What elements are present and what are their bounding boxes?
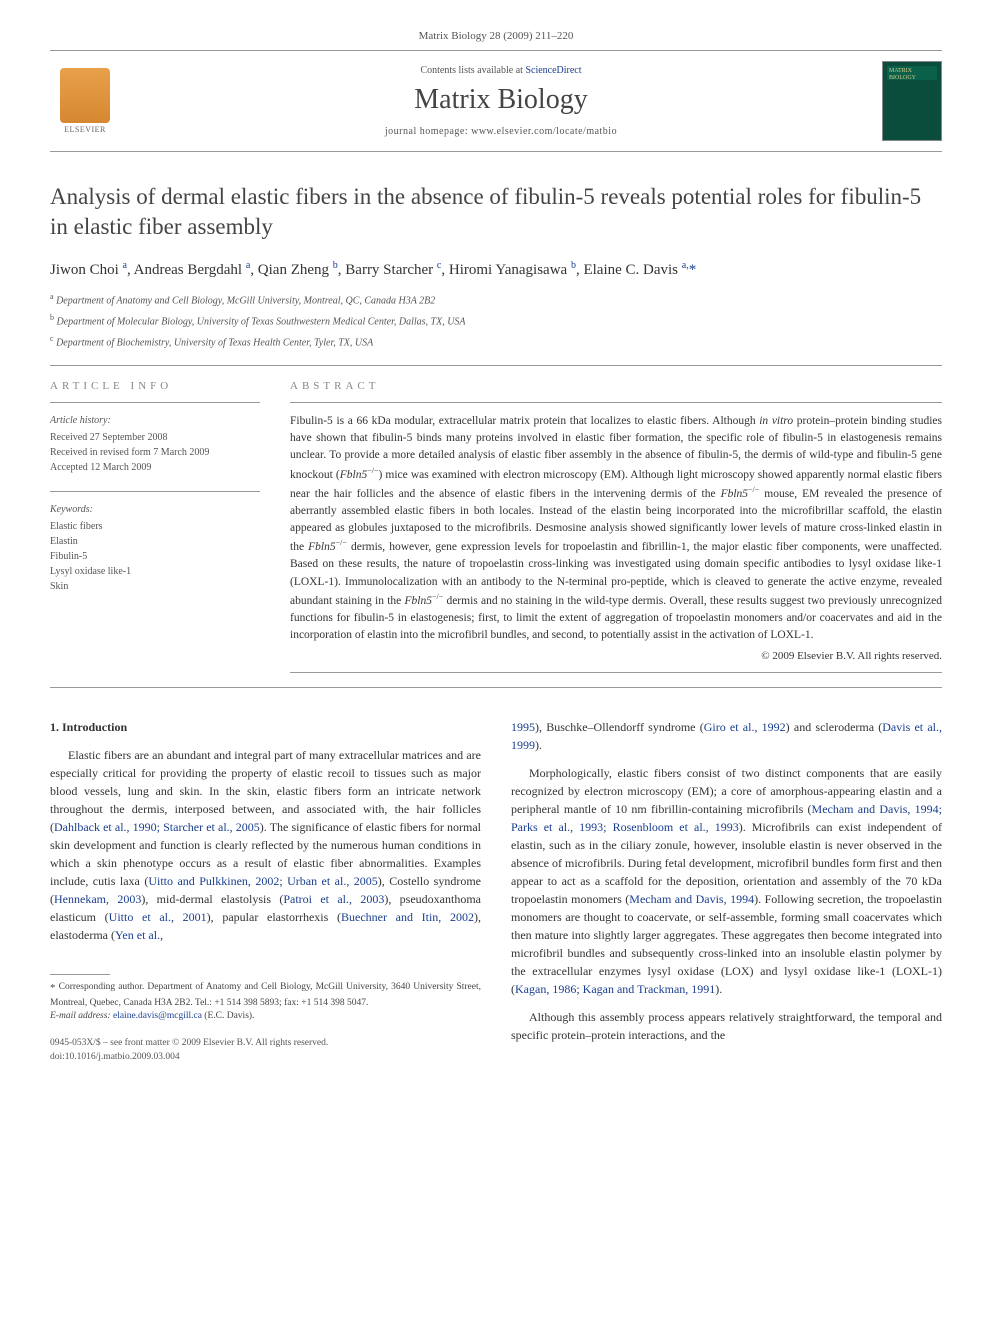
affiliation-c: c Department of Biochemistry, University… [50,333,942,350]
journal-banner: ELSEVIER Contents lists available at Sci… [50,50,942,152]
received-date: Received 27 September 2008 [50,430,260,445]
journal-reference: Matrix Biology 28 (2009) 211–220 [50,30,942,42]
affil-sup: b [50,313,54,322]
homepage-url[interactable]: www.elsevier.com/locate/matbio [471,126,617,137]
left-column: 1. Introduction Elastic fibers are an ab… [50,718,481,1064]
affiliations-block: a Department of Anatomy and Cell Biology… [50,291,942,351]
abstract-copyright: © 2009 Elsevier B.V. All rights reserved… [290,650,942,662]
divider [290,672,942,673]
issn-copyright-line: 0945-053X/$ – see front matter © 2009 El… [50,1037,481,1050]
keyword: Fibulin-5 [50,549,260,564]
sciencedirect-link[interactable]: ScienceDirect [525,65,581,76]
affiliation-b: b Department of Molecular Biology, Unive… [50,312,942,329]
abstract-text: Fibulin-5 is a 66 kDa modular, extracell… [290,413,942,645]
article-title: Analysis of dermal elastic fibers in the… [50,182,942,242]
info-abstract-row: ARTICLE INFO Article history: Received 2… [50,380,942,674]
affil-sup: c [50,334,54,343]
affil-text: Department of Biochemistry, University o… [56,338,373,349]
accepted-date: Accepted 12 March 2009 [50,460,260,475]
revised-date: Received in revised form 7 March 2009 [50,445,260,460]
footnote-separator [50,974,110,975]
affil-sup: a [50,292,54,301]
article-info-column: ARTICLE INFO Article history: Received 2… [50,380,260,674]
keyword: Skin [50,579,260,594]
contents-prefix: Contents lists available at [420,65,525,76]
email-link[interactable]: elaine.davis@mcgill.ca [113,1011,202,1021]
body-two-columns: 1. Introduction Elastic fibers are an ab… [50,718,942,1064]
body-paragraph: Morphologically, elastic fibers consist … [511,764,942,998]
elsevier-label: ELSEVIER [64,125,106,134]
history-label: Article history: [50,413,260,428]
email-suffix: (E.C. Davis). [204,1011,254,1021]
body-paragraph: Although this assembly process appears r… [511,1008,942,1044]
email-label: E-mail address: [50,1011,111,1021]
keyword: Elastic fibers [50,519,260,534]
cover-thumb-text: MATRIX BIOLOGY [889,68,935,81]
keywords-block: Keywords: Elastic fibers Elastin Fibulin… [50,502,260,594]
contents-available-line: Contents lists available at ScienceDirec… [120,65,882,76]
homepage-prefix: journal homepage: [385,126,471,137]
banner-center: Contents lists available at ScienceDirec… [120,65,882,137]
keyword: Elastin [50,534,260,549]
abstract-heading: ABSTRACT [290,380,942,392]
corresponding-author-footnote: * Corresponding author. Department of An… [50,981,481,1010]
article-history-block: Article history: Received 27 September 2… [50,413,260,475]
doi-line: doi:10.1016/j.matbio.2009.03.004 [50,1051,481,1064]
keyword: Lysyl oxidase like-1 [50,564,260,579]
divider [50,491,260,492]
affil-text: Department of Anatomy and Cell Biology, … [56,295,435,306]
journal-cover-thumbnail: MATRIX BIOLOGY [882,61,942,141]
affil-text: Department of Molecular Biology, Univers… [57,316,466,327]
right-column: 1995), Buschke–Ollendorff syndrome (Giro… [511,718,942,1064]
keywords-label: Keywords: [50,502,260,517]
article-info-heading: ARTICLE INFO [50,380,260,392]
divider [290,402,942,403]
affiliation-a: a Department of Anatomy and Cell Biology… [50,291,942,308]
divider [50,687,942,688]
divider [50,365,942,366]
body-paragraph: Elastic fibers are an abundant and integ… [50,746,481,944]
journal-homepage-line: journal homepage: www.elsevier.com/locat… [120,126,882,137]
elsevier-logo: ELSEVIER [50,61,120,141]
abstract-column: ABSTRACT Fibulin-5 is a 66 kDa modular, … [290,380,942,674]
introduction-heading: 1. Introduction [50,718,481,736]
author-list: Jiwon Choi a, Andreas Bergdahl a, Qian Z… [50,260,942,279]
elsevier-tree-icon [60,68,110,123]
journal-title: Matrix Biology [120,84,882,116]
divider [50,402,260,403]
body-paragraph: 1995), Buschke–Ollendorff syndrome (Giro… [511,718,942,754]
email-footnote: E-mail address: elaine.davis@mcgill.ca (… [50,1010,481,1023]
